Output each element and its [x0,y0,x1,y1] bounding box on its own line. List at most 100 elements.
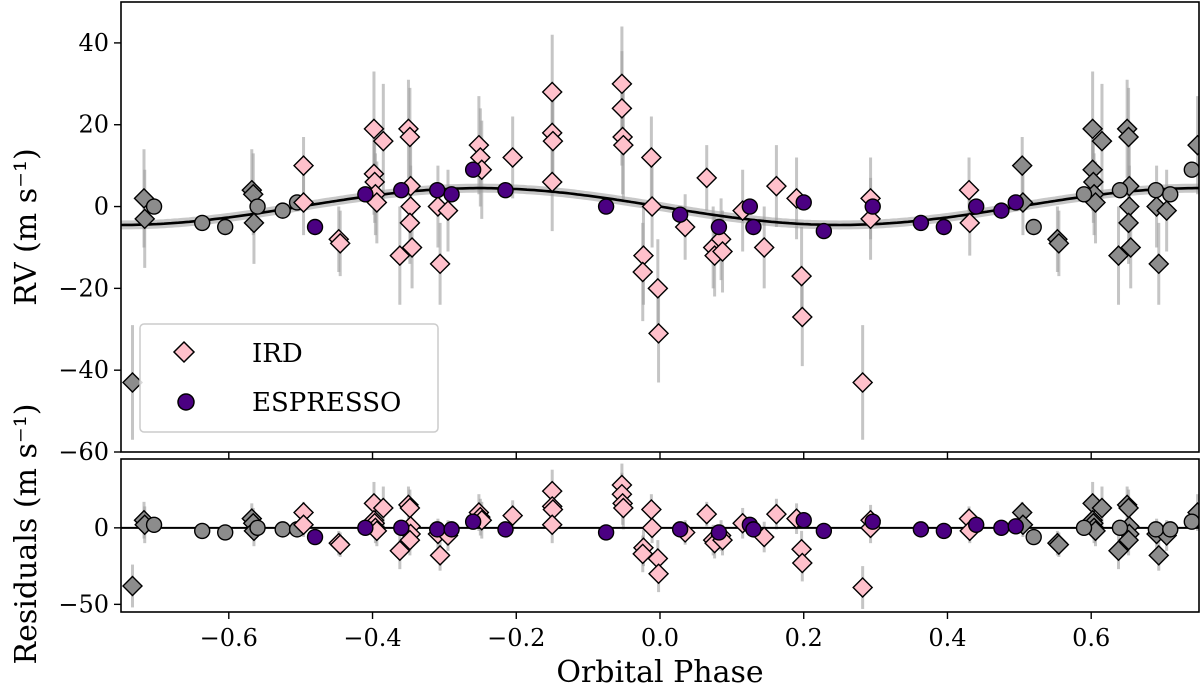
res-espresso-duplicated-phase-point [1025,528,1042,546]
rv-ird-duplicated-phase-point [1082,118,1104,140]
res-espresso-point [357,519,374,537]
res-x-tick-label: 0.0 [641,624,679,652]
rv-plot-area [121,26,1199,440]
res-espresso-point [1007,518,1024,535]
rv-espresso-point [393,181,410,199]
rv-ird-point [437,200,459,222]
res-espresso-point [671,521,689,538]
res-ird-duplicated-phase-point [1148,544,1170,566]
rv-ird-point [712,241,734,263]
res-espresso-point [864,513,881,530]
rv-espresso-point [357,186,374,203]
res-ird-point [399,529,421,551]
rv-ird-point [372,130,394,152]
res-espresso-point [795,512,812,529]
res-espresso-duplicated-phase-point [217,524,234,541]
res-x-tick-label: 0.2 [785,624,823,652]
res-espresso-point [745,521,762,538]
rv-ird-point [429,253,451,275]
residuals-panel: 0 −50 −0.6 −0.4 −0.2 0.0 0.2 0.4 0.6 [58,458,1200,652]
res-espresso-point [393,519,410,537]
rv-espresso-point [443,186,460,203]
rv-espresso-point [1007,194,1024,211]
res-espresso-duplicated-phase-point [1183,513,1199,530]
rv-espresso-duplicated-phase-point [1075,186,1093,203]
legend-espresso-marker [177,393,195,411]
legend-espresso-label: ESPRESSO [252,388,401,418]
rv-ird-duplicated-phase-point [122,371,143,393]
rv-espresso-point [497,181,514,199]
res-ird-point [640,499,662,520]
res-espresso-point [429,521,446,538]
res-espresso-point [443,521,460,538]
rv-ird-point [399,212,421,234]
rv-espresso-duplicated-phase-point [145,198,163,215]
res-ird-duplicated-phase-point [1091,497,1113,519]
rv-espresso-duplicated-phase-point [1111,181,1129,199]
rv-ird-point [959,212,981,234]
res-x-tick-label: −0.2 [487,624,545,652]
res-ird-duplicated-phase-point [122,575,143,597]
rv-espresso-point [968,198,985,215]
res-ird-duplicated-phase-point [1118,529,1140,551]
res-espresso-point [815,522,833,540]
res-ird-point [765,503,787,525]
rv-y-tick-label: 20 [78,111,109,139]
rv-ird-duplicated-phase-point [1187,134,1199,156]
rv-espresso-duplicated-phase-point [1147,181,1165,199]
rv-ird-duplicated-phase-point [133,187,155,209]
res-ird-point [329,534,351,556]
res-espresso-duplicated-phase-point [1162,521,1179,538]
res-x-tick-label: −0.4 [343,624,401,652]
res-espresso-point [306,528,324,546]
res-espresso-point [935,522,953,540]
res-ird-point [429,544,451,566]
res-espresso-duplicated-phase-point [249,519,266,537]
rv-ird-point [852,371,874,393]
rv-ird-duplicated-phase-point [1118,126,1140,148]
res-espresso-duplicated-phase-point [1147,521,1165,538]
rv-ird-point [611,73,633,95]
rv-espresso-point [993,202,1010,219]
res-plot-area [121,463,1199,609]
rv-espresso-duplicated-phase-point [1162,186,1179,203]
rv-ird-point [293,155,315,177]
res-espresso-point [597,524,615,541]
res-ird-point [293,514,315,536]
rv-ird-point [502,146,524,168]
res-x-tick-label: −0.6 [200,624,258,652]
res-espresso-duplicated-phase-point [1075,519,1093,537]
res-ird-point [389,540,411,562]
rv-ird-point [389,245,411,267]
res-espresso-duplicated-phase-point [194,522,211,540]
res-ird-point [632,543,654,565]
rv-espresso-point [745,218,762,236]
rv-ird-point [753,236,775,258]
rv-ird-point [696,167,718,189]
res-espresso-point [464,513,482,530]
res-ird-point [641,517,663,539]
rv-espresso-point [597,198,615,215]
rv-y-tick-label: 40 [78,29,109,57]
res-espresso-duplicated-phase-point [1111,519,1129,537]
res-ird-point [502,505,524,527]
rv-espresso-point [671,206,689,223]
rv-ird-duplicated-phase-point [1146,196,1168,218]
legend-ird-label: IRD [252,339,303,369]
rv-ird-duplicated-phase-point [1011,155,1033,177]
res-espresso-duplicated-phase-point [145,516,163,533]
rv-ird-duplicated-phase-point [243,212,265,234]
res-ird-point [372,497,394,519]
rv-ird-point [329,232,351,254]
rv-ird-point [648,322,670,344]
rv-ird-point [640,146,662,168]
res-ird-point [612,497,634,519]
res-x-tick-label: 0.6 [1072,624,1110,652]
res-ird-point [696,503,718,525]
res-espresso-point [912,521,930,538]
rv-ird-duplicated-phase-point [1156,200,1178,222]
rv-ird-point [293,191,315,213]
rv-ird-point [612,134,634,156]
legend: IRD ESPRESSO [139,323,439,433]
rv-espresso-point [864,198,881,215]
